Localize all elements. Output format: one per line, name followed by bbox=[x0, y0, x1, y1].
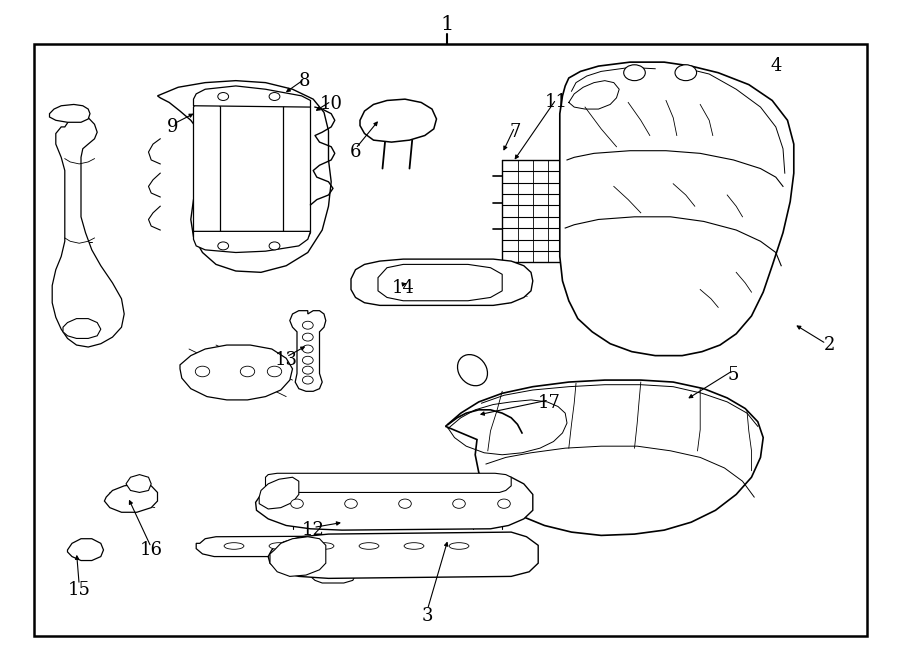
Polygon shape bbox=[50, 104, 90, 122]
Circle shape bbox=[218, 242, 229, 250]
Circle shape bbox=[267, 366, 282, 377]
Circle shape bbox=[302, 356, 313, 364]
Polygon shape bbox=[560, 62, 794, 356]
Circle shape bbox=[624, 65, 645, 81]
Ellipse shape bbox=[457, 354, 488, 386]
Ellipse shape bbox=[404, 543, 424, 549]
Polygon shape bbox=[158, 81, 331, 272]
Circle shape bbox=[399, 499, 411, 508]
Polygon shape bbox=[290, 311, 326, 391]
Text: 1: 1 bbox=[441, 15, 454, 34]
Circle shape bbox=[240, 366, 255, 377]
Text: 2: 2 bbox=[824, 336, 835, 354]
Circle shape bbox=[195, 366, 210, 377]
Text: 6: 6 bbox=[350, 143, 361, 161]
Ellipse shape bbox=[224, 543, 244, 549]
Polygon shape bbox=[63, 319, 101, 338]
Polygon shape bbox=[196, 535, 518, 557]
Circle shape bbox=[218, 93, 229, 100]
Polygon shape bbox=[360, 99, 436, 142]
Circle shape bbox=[675, 65, 697, 81]
Circle shape bbox=[291, 499, 303, 508]
Text: 3: 3 bbox=[422, 607, 433, 625]
Polygon shape bbox=[256, 475, 533, 530]
Bar bbox=[34, 44, 867, 636]
Circle shape bbox=[302, 376, 313, 384]
Polygon shape bbox=[194, 231, 310, 253]
Text: 16: 16 bbox=[140, 541, 163, 559]
Circle shape bbox=[269, 93, 280, 100]
Circle shape bbox=[302, 366, 313, 374]
Circle shape bbox=[345, 499, 357, 508]
Polygon shape bbox=[310, 568, 356, 583]
Text: 15: 15 bbox=[68, 580, 91, 599]
Circle shape bbox=[302, 333, 313, 341]
Text: 13: 13 bbox=[274, 351, 298, 369]
Polygon shape bbox=[446, 380, 763, 535]
Ellipse shape bbox=[314, 543, 334, 549]
Polygon shape bbox=[126, 475, 151, 492]
Polygon shape bbox=[52, 116, 124, 347]
Text: 7: 7 bbox=[509, 123, 520, 141]
Polygon shape bbox=[104, 484, 158, 512]
Text: 10: 10 bbox=[320, 95, 343, 113]
Polygon shape bbox=[268, 532, 538, 578]
Circle shape bbox=[302, 345, 313, 353]
Polygon shape bbox=[180, 345, 292, 400]
Polygon shape bbox=[194, 86, 310, 107]
Ellipse shape bbox=[269, 543, 289, 549]
Circle shape bbox=[269, 242, 280, 250]
Text: 5: 5 bbox=[728, 366, 739, 385]
Text: 14: 14 bbox=[392, 278, 415, 297]
Text: 11: 11 bbox=[544, 93, 568, 112]
Text: 8: 8 bbox=[299, 71, 310, 90]
Circle shape bbox=[498, 499, 510, 508]
Circle shape bbox=[453, 499, 465, 508]
Polygon shape bbox=[284, 100, 310, 241]
Polygon shape bbox=[68, 539, 104, 561]
Polygon shape bbox=[270, 537, 326, 576]
Polygon shape bbox=[378, 264, 502, 301]
Ellipse shape bbox=[359, 543, 379, 549]
Text: 4: 4 bbox=[770, 57, 781, 75]
Polygon shape bbox=[194, 100, 220, 241]
Text: 12: 12 bbox=[302, 521, 325, 539]
Polygon shape bbox=[266, 473, 511, 492]
Polygon shape bbox=[351, 259, 533, 305]
Polygon shape bbox=[259, 477, 299, 509]
Circle shape bbox=[302, 321, 313, 329]
Ellipse shape bbox=[449, 543, 469, 549]
Text: 17: 17 bbox=[537, 394, 561, 412]
Text: 9: 9 bbox=[167, 118, 178, 136]
